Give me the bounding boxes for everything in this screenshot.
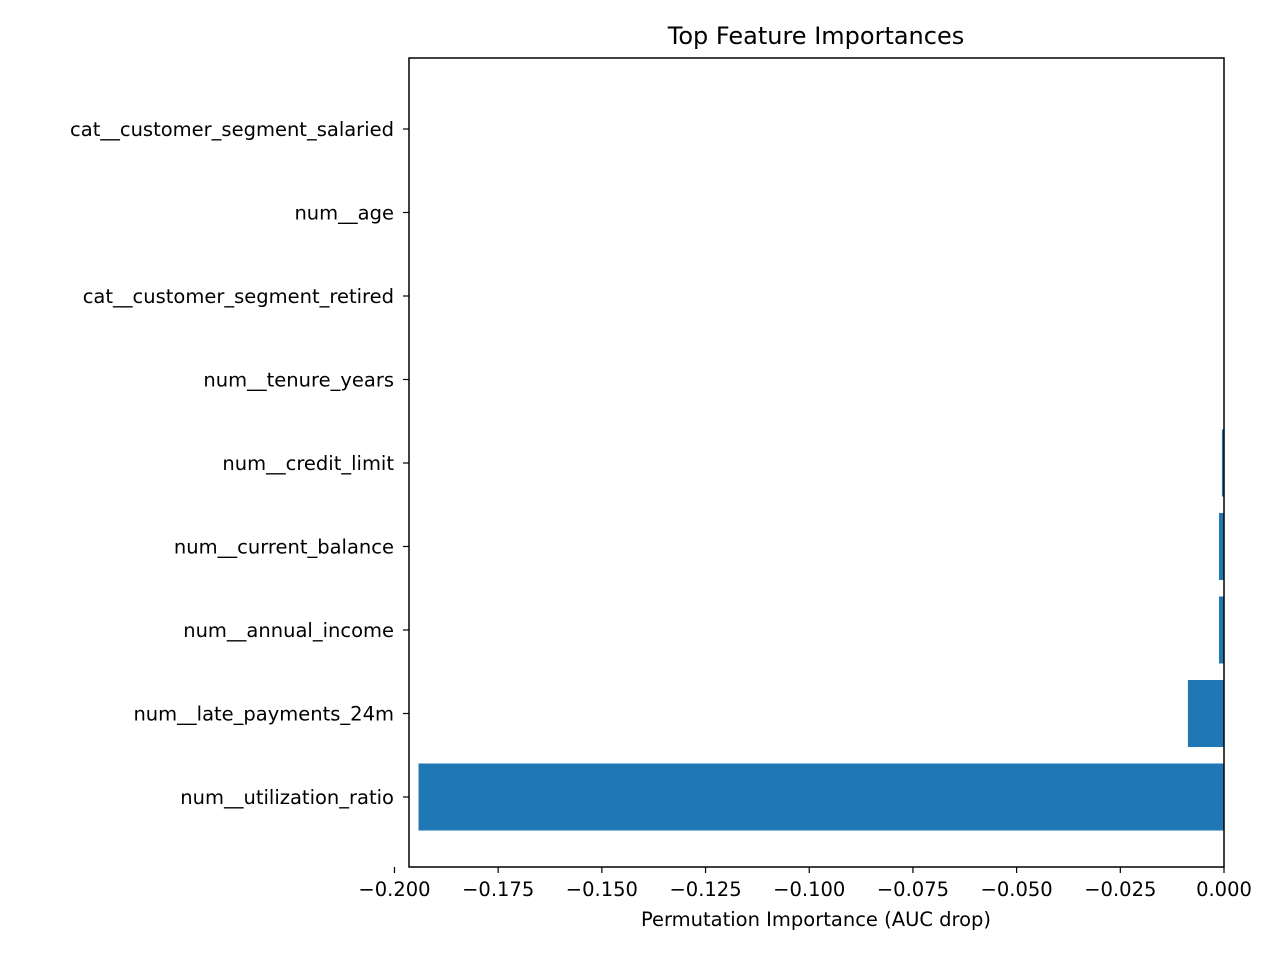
plot-frame — [408, 57, 1225, 868]
y-tick-label: num__tenure_years — [203, 369, 394, 392]
x-tick-label: −0.200 — [358, 878, 430, 901]
bar-num__current_balance — [1219, 513, 1224, 580]
y-tick-label: cat__customer_segment_salaried — [70, 118, 394, 141]
y-tick-label: num__utilization_ratio — [180, 786, 394, 809]
y-tick-label: num__current_balance — [174, 536, 394, 559]
y-tick-label: num__late_payments_24m — [133, 703, 394, 726]
x-tick-label: −0.075 — [877, 878, 949, 901]
x-tick-label: −0.050 — [981, 878, 1053, 901]
y-tick-label: num__credit_limit — [222, 452, 394, 475]
x-axis: −0.200 −0.175 −0.150 −0.125 −0.100 −0.075 −0.0… — [358, 867, 1252, 901]
chart-title: Top Feature Importances — [667, 22, 964, 50]
x-tick-label: −0.125 — [669, 878, 741, 901]
bars-layer — [418, 429, 1224, 831]
x-tick-label: −0.100 — [773, 878, 845, 901]
bar-num__credit_limit — [1221, 429, 1224, 497]
y-tick-label: num__age — [294, 202, 394, 225]
x-tick-label: −0.175 — [462, 878, 534, 901]
y-axis: cat__customer_segment_salaried num__ageca… — [70, 118, 409, 809]
y-tick-label: cat__customer_segment_retired — [83, 285, 394, 308]
x-tick-label: −0.150 — [566, 878, 638, 901]
bar-num__late_payments_24m — [1187, 680, 1224, 747]
y-tick-label: num__annual_income — [183, 619, 394, 642]
x-tick-label: 0.000 — [1196, 878, 1252, 901]
bar-num__annual_income — [1219, 596, 1224, 664]
bar-num__utilization_ratio — [418, 763, 1224, 831]
x-axis-label: Permutation Importance (AUC drop) — [641, 908, 991, 931]
x-tick-label: −0.025 — [1084, 878, 1156, 901]
